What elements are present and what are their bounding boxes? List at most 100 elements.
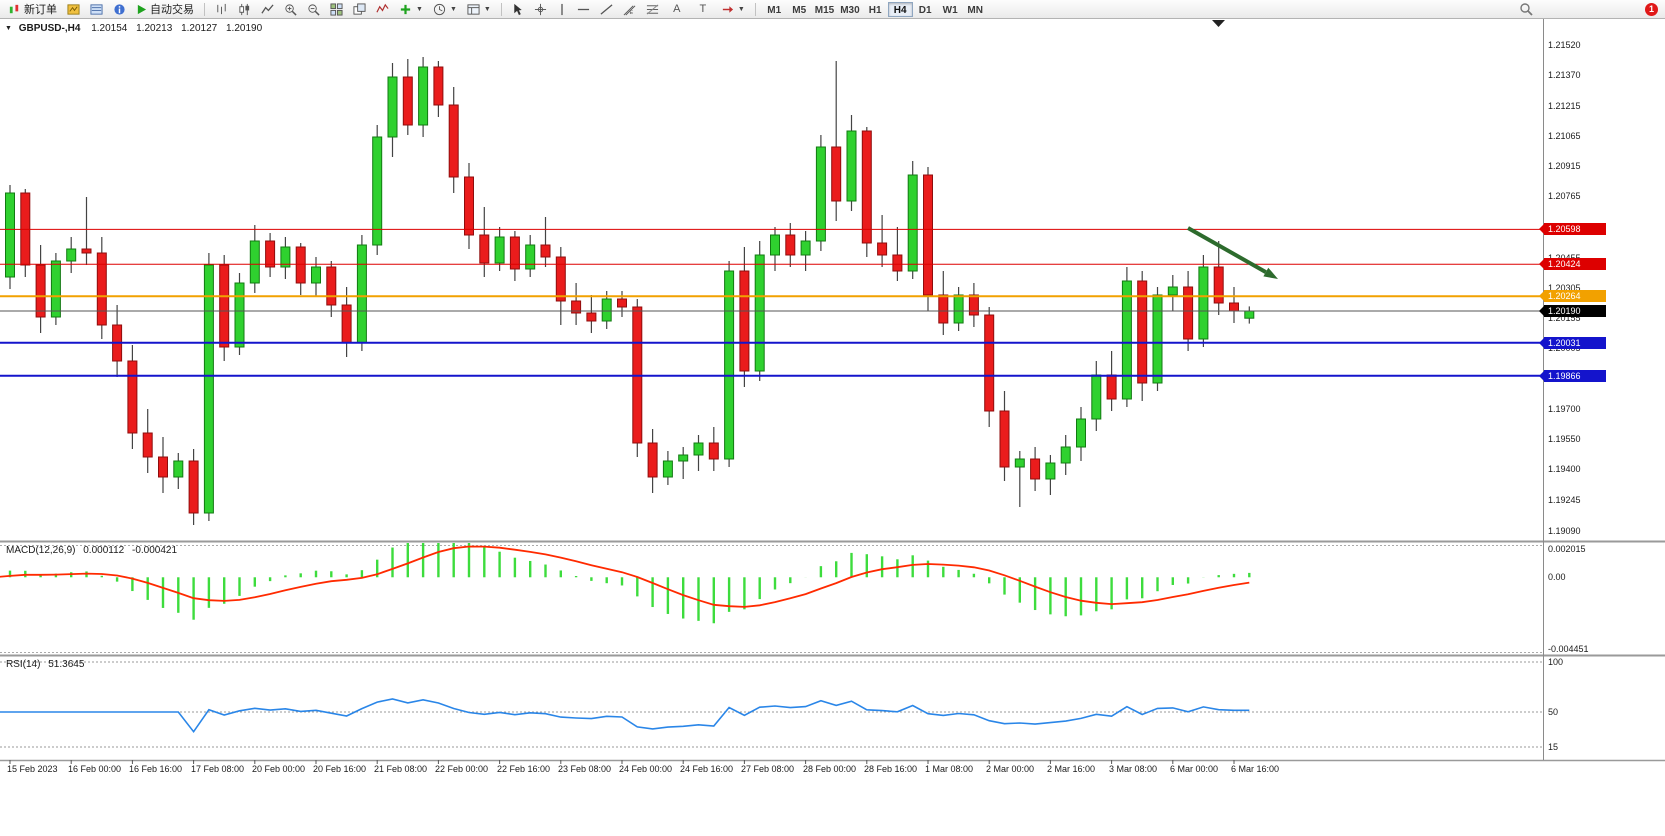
candle xyxy=(1014,458,1025,468)
ohlc-close: 1.20190 xyxy=(226,23,263,34)
notification-badge[interactable]: 1 xyxy=(1645,2,1658,16)
fibonacci-icon xyxy=(646,4,659,14)
price-tick: 1.21370 xyxy=(1548,70,1581,80)
chart-window: ▼ GBPUSD-,H4 1.20154 1.20213 1.20127 1.2… xyxy=(0,18,1665,836)
horizontal-line-tool-button[interactable] xyxy=(573,1,594,17)
search-icon xyxy=(1520,3,1533,16)
zoom-in-icon xyxy=(285,3,297,16)
timeframe-button-M15[interactable]: M15 xyxy=(812,2,837,17)
timeframe-button-M30[interactable]: M30 xyxy=(837,2,862,17)
macd-value: 0.000112 xyxy=(83,545,125,556)
timeframe-button-M1[interactable]: M1 xyxy=(762,2,787,17)
candle xyxy=(953,294,964,324)
price-level-label[interactable]: 1.20598 xyxy=(1539,223,1606,235)
candle xyxy=(647,442,658,478)
data-window-button[interactable] xyxy=(109,1,130,17)
rsi-line xyxy=(0,698,1250,734)
candle xyxy=(1183,286,1194,340)
shapes-icon xyxy=(722,5,733,13)
candle xyxy=(464,176,474,236)
zoom-out-icon xyxy=(308,3,320,16)
symbol-period-label: GBPUSD-,H4 xyxy=(18,23,81,34)
timeframe-button-H1[interactable]: H1 xyxy=(863,2,888,17)
label-tool-button[interactable]: T xyxy=(691,1,715,17)
fibonacci-tool-button[interactable] xyxy=(642,1,663,17)
templates-button[interactable]: ▼ xyxy=(463,1,495,17)
text-tool-button[interactable]: A xyxy=(665,1,689,17)
new-order-button[interactable]: 新订单 xyxy=(4,1,61,17)
price-level-label[interactable]: 1.20190 xyxy=(1539,305,1606,317)
auto-arrange-button[interactable] xyxy=(349,1,370,17)
price-label-notch-icon xyxy=(1539,291,1544,301)
shapes-tool-button[interactable]: ▼ xyxy=(717,1,749,17)
timeframe-button-MN[interactable]: MN xyxy=(963,2,988,17)
candle xyxy=(678,454,689,462)
candle xyxy=(923,174,933,296)
price-label-notch-icon xyxy=(1539,338,1544,348)
price-label-notch-icon xyxy=(1539,259,1544,269)
time-label: 1 Mar 08:00 xyxy=(925,764,974,774)
charts-profile-button[interactable] xyxy=(63,1,84,17)
market-watch-button[interactable] xyxy=(86,1,107,17)
tile-windows-button[interactable] xyxy=(326,1,347,17)
bar-chart-mode-button[interactable] xyxy=(211,1,232,17)
add-indicator-button[interactable]: ▼ xyxy=(395,1,427,17)
trendline-tool-button[interactable] xyxy=(596,1,617,17)
time-label: 27 Feb 08:00 xyxy=(741,764,795,774)
timeframe-button-W1[interactable]: W1 xyxy=(938,2,963,17)
indicators-icon xyxy=(376,3,389,13)
price-chart-canvas[interactable] xyxy=(0,18,1665,836)
candle xyxy=(662,460,673,478)
cursor-tool-button[interactable] xyxy=(508,1,528,17)
rsi-title: RSI(14) xyxy=(6,659,41,670)
channel-icon: E xyxy=(623,4,636,16)
symbol-caret-icon[interactable]: ▼ xyxy=(5,25,12,32)
candle xyxy=(907,174,918,272)
channel-tool-button[interactable]: E xyxy=(619,1,640,17)
line-chart-mode-button[interactable] xyxy=(257,1,278,17)
horizontal-level-lines[interactable] xyxy=(0,228,1543,377)
macd-signal-line xyxy=(0,545,1250,608)
crosshair-tool-button[interactable] xyxy=(530,1,551,17)
candle xyxy=(433,66,444,106)
zoom-in-button[interactable] xyxy=(280,1,301,17)
macd-title: MACD(12,26,9) xyxy=(6,545,76,556)
price-level-label[interactable]: 1.20264 xyxy=(1539,290,1606,302)
vertical-line-tool-button[interactable] xyxy=(553,1,571,17)
price-tick: 1.19245 xyxy=(1548,495,1581,505)
candle xyxy=(1167,286,1178,296)
macd-histogram xyxy=(8,543,1251,624)
price-level-label[interactable]: 1.20031 xyxy=(1539,337,1606,349)
time-label: 28 Feb 16:00 xyxy=(864,764,918,774)
zoom-out-button[interactable] xyxy=(303,1,324,17)
timeframe-button-D1[interactable]: D1 xyxy=(913,2,938,17)
info-icon xyxy=(114,3,125,15)
ohlc-low: 1.20127 xyxy=(181,23,218,34)
candle xyxy=(127,360,138,434)
candle xyxy=(770,234,780,256)
market-watch-icon xyxy=(90,3,103,15)
candle xyxy=(739,270,750,372)
ohlc-open: 1.20154 xyxy=(91,23,128,34)
periods-button[interactable]: ▼ xyxy=(429,1,461,17)
price-level-label[interactable]: 1.19866 xyxy=(1539,370,1606,382)
price-tick: 1.19400 xyxy=(1548,464,1581,474)
chart-shift-marker-icon[interactable] xyxy=(1212,20,1225,27)
timeframe-button-M5[interactable]: M5 xyxy=(787,2,812,17)
time-label: 16 Feb 16:00 xyxy=(129,764,183,774)
timeframe-button-H4[interactable]: H4 xyxy=(887,2,913,17)
chevron-down-icon: ▼ xyxy=(483,5,491,13)
trend-arrow-annotation[interactable] xyxy=(1187,226,1278,279)
time-label: 2 Mar 00:00 xyxy=(986,764,1035,774)
price-level-label[interactable]: 1.20424 xyxy=(1539,258,1606,270)
indicators-list-button[interactable] xyxy=(372,1,393,17)
autotrading-button[interactable]: 自动交易 xyxy=(132,1,198,17)
main-toolbar: 新订单 自动交易 xyxy=(0,0,1665,19)
toolbar-separator xyxy=(500,2,502,16)
cursor-icon xyxy=(514,3,522,15)
candle xyxy=(892,254,903,272)
autotrading-label: 自动交易 xyxy=(150,4,194,16)
search-button[interactable] xyxy=(1515,1,1537,17)
rsi-level-15: 15 xyxy=(1548,742,1559,752)
candlestick-mode-button[interactable] xyxy=(234,1,255,17)
